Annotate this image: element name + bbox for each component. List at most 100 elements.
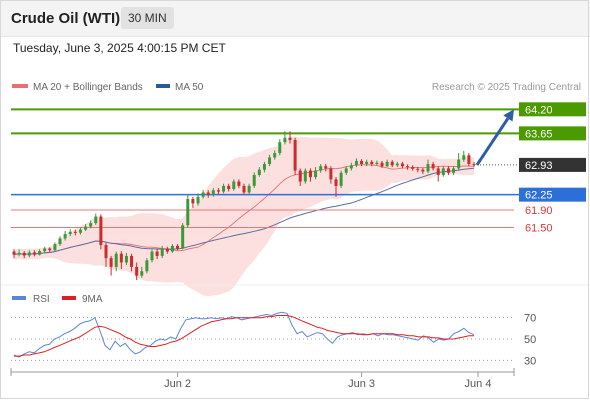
moving-averages xyxy=(13,164,475,256)
candle-body xyxy=(293,139,297,171)
candle xyxy=(298,168,302,186)
candle xyxy=(303,168,307,184)
candle xyxy=(135,262,139,280)
candle-body xyxy=(431,164,435,169)
rsi-legend: RSI 9MA xyxy=(12,294,103,305)
candle-body xyxy=(12,251,16,255)
candle-body xyxy=(390,161,394,166)
candle xyxy=(99,214,103,250)
candle-body xyxy=(84,226,88,230)
rsi-ma-legend-swatch xyxy=(62,296,76,300)
rsi-ma-line xyxy=(14,315,474,357)
candle xyxy=(339,170,343,189)
candle xyxy=(324,164,328,172)
candle xyxy=(242,183,246,195)
candle xyxy=(354,158,358,168)
candle-body xyxy=(181,225,185,249)
time-tick-label: Jun 4 xyxy=(465,378,492,390)
last-price-tag-label: 62.93 xyxy=(525,160,553,172)
timeframe-button[interactable]: 30 MIN xyxy=(121,7,174,29)
candle-body xyxy=(462,155,466,160)
candle xyxy=(395,161,399,168)
candle xyxy=(104,242,108,267)
candle-body xyxy=(375,162,379,165)
candle xyxy=(89,220,93,229)
instrument-title: Crude Oil (WTI) xyxy=(11,10,121,27)
candle-body xyxy=(89,223,93,227)
candle-body xyxy=(298,170,302,182)
candle-body xyxy=(27,252,31,256)
time-axis: Jun 2 Jun 3 Jun 4 xyxy=(10,368,515,390)
candle-body xyxy=(201,192,205,197)
candle xyxy=(206,190,210,198)
candle-body xyxy=(73,231,77,233)
price-level-labels: 64.20 63.65 62.93 62.25 61.90 61.50 xyxy=(519,102,586,234)
candle xyxy=(27,250,31,258)
candlesticks xyxy=(12,131,476,280)
candle-body xyxy=(324,166,328,169)
research-credit: Research © 2025 Trading Central xyxy=(432,82,581,93)
candle xyxy=(426,159,430,174)
candle-body xyxy=(43,248,47,252)
candle xyxy=(94,213,98,225)
candle-body xyxy=(365,161,369,165)
candle-body xyxy=(370,161,374,165)
price-levels xyxy=(11,108,519,228)
candle xyxy=(130,253,134,272)
candle-body xyxy=(354,160,358,166)
candle-body xyxy=(227,185,231,189)
candle-body xyxy=(222,185,226,192)
candle-body xyxy=(452,168,456,173)
candle xyxy=(150,249,154,263)
candle-body xyxy=(421,169,425,172)
candle xyxy=(293,137,297,175)
support-label: 61.50 xyxy=(525,222,553,234)
candle xyxy=(472,161,476,168)
candle xyxy=(124,252,128,266)
candle-body xyxy=(283,137,287,143)
candle xyxy=(181,223,185,250)
candle xyxy=(283,131,287,145)
candle xyxy=(319,164,323,173)
candle-body xyxy=(334,179,338,186)
candle-body xyxy=(114,253,118,267)
rsi-lines xyxy=(13,311,475,358)
candle-body xyxy=(22,252,26,256)
candle xyxy=(360,159,364,167)
candle-body xyxy=(426,164,430,172)
candle xyxy=(411,165,415,171)
resistance-tag xyxy=(519,126,586,141)
candle-body xyxy=(63,234,67,239)
candle-body xyxy=(472,164,476,166)
candle-body xyxy=(314,170,318,178)
candle-body xyxy=(145,260,149,272)
candle xyxy=(119,251,123,270)
candle-body xyxy=(211,190,215,195)
bollinger-legend-label: MA 20 + Bollinger Bands xyxy=(33,82,143,93)
candle-body xyxy=(109,258,113,267)
candle-body xyxy=(119,253,123,263)
candle xyxy=(227,183,231,192)
candle xyxy=(278,139,282,156)
candle xyxy=(247,183,251,195)
candle-body xyxy=(273,153,277,158)
bollinger-legend-swatch xyxy=(12,84,28,88)
candle-body xyxy=(411,167,415,169)
candle-body xyxy=(99,216,103,245)
candle xyxy=(63,230,67,241)
candle-body xyxy=(400,163,404,167)
candle-body xyxy=(124,255,128,263)
candle xyxy=(201,189,205,199)
candle-body xyxy=(441,168,445,175)
rsi-gridlines: 70 50 30 xyxy=(11,313,536,367)
chart-header: Crude Oil (WTI) 30 MIN xyxy=(0,0,590,37)
candle-body xyxy=(78,229,82,233)
pivot-tag xyxy=(519,187,586,202)
candle xyxy=(186,194,190,228)
candle xyxy=(262,161,266,173)
candle-body xyxy=(257,169,261,175)
candle xyxy=(38,249,42,256)
candle-body xyxy=(32,252,36,255)
